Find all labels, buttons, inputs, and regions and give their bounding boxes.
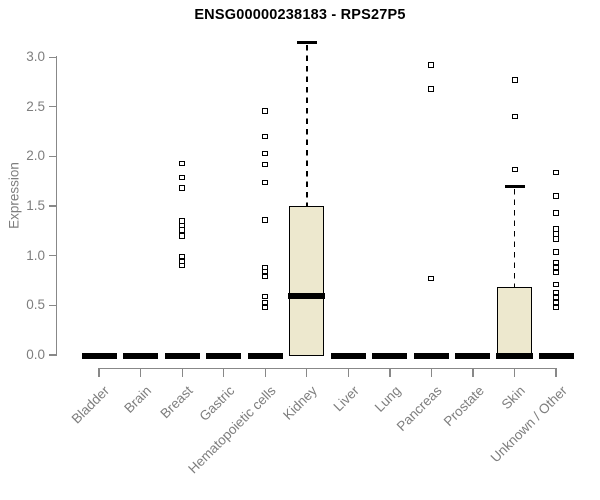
outlier-point bbox=[262, 179, 269, 186]
flat-box-8 bbox=[413, 352, 449, 359]
y-tick bbox=[49, 255, 57, 257]
whisker-line-10 bbox=[513, 188, 516, 288]
y-tick bbox=[49, 155, 57, 158]
x-tick bbox=[98, 368, 100, 377]
x-tick-label-2: Breast bbox=[157, 383, 196, 422]
flat-box-2 bbox=[164, 352, 200, 359]
y-tick-label: 2.5 bbox=[26, 98, 45, 114]
y-axis-label: Expression bbox=[6, 162, 22, 229]
outlier-point bbox=[428, 62, 435, 68]
median-line-5 bbox=[288, 293, 326, 300]
outlier-point bbox=[553, 193, 560, 199]
box-10 bbox=[497, 287, 532, 356]
outlier-point bbox=[262, 273, 269, 280]
median-line-10 bbox=[496, 352, 533, 359]
outlier-point bbox=[428, 86, 435, 92]
y-tick-label: 3.0 bbox=[26, 49, 45, 65]
x-tick-label-5: Kidney bbox=[280, 383, 321, 423]
flat-box-1 bbox=[123, 352, 159, 359]
x-tick bbox=[306, 368, 308, 377]
outlier-point bbox=[179, 160, 186, 167]
outlier-point bbox=[553, 249, 560, 255]
y-tick bbox=[49, 106, 57, 108]
outlier-point bbox=[511, 77, 518, 83]
outlier-point bbox=[553, 304, 560, 311]
outlier-point bbox=[262, 133, 269, 140]
outlier-point bbox=[262, 150, 269, 157]
outlier-point bbox=[262, 304, 269, 311]
outlier-point bbox=[262, 217, 269, 223]
x-axis-line bbox=[98, 368, 557, 370]
outlier-point bbox=[511, 166, 518, 173]
y-tick bbox=[49, 56, 57, 58]
whisker-cap-10 bbox=[504, 184, 525, 188]
x-tick bbox=[223, 368, 225, 377]
y-tick bbox=[49, 354, 57, 356]
y-tick-label: 1.0 bbox=[26, 247, 45, 263]
x-tick-label-7: Lung bbox=[371, 383, 404, 415]
outlier-point bbox=[553, 269, 560, 276]
flat-box-4 bbox=[247, 352, 283, 359]
chart-title: ENSG00000238183 - RPS27P5 bbox=[194, 7, 406, 23]
x-tick-label-3: Gastric bbox=[196, 383, 238, 424]
outlier-point bbox=[179, 185, 186, 191]
x-tick bbox=[347, 368, 349, 377]
flat-box-0 bbox=[81, 352, 117, 359]
y-tick bbox=[49, 304, 57, 307]
outlier-point bbox=[553, 281, 560, 288]
x-tick-label-10: Skin bbox=[498, 383, 529, 413]
outlier-point bbox=[428, 275, 435, 282]
whisker-cap-5 bbox=[296, 41, 317, 44]
flat-box-11 bbox=[538, 352, 574, 359]
outlier-point bbox=[262, 108, 269, 114]
box-5 bbox=[289, 206, 325, 356]
outlier-point bbox=[179, 233, 186, 239]
x-tick bbox=[472, 368, 474, 377]
flat-box-7 bbox=[372, 352, 408, 359]
x-tick-label-8: Pancreas bbox=[394, 383, 446, 434]
x-tick-label-0: Bladder bbox=[69, 383, 113, 427]
flat-box-3 bbox=[206, 352, 242, 359]
x-tick bbox=[513, 368, 516, 377]
x-tick-label-6: Liver bbox=[330, 383, 362, 415]
outlier-point bbox=[179, 262, 186, 269]
outlier-point bbox=[511, 113, 518, 120]
x-tick-label-9: Prostate bbox=[440, 383, 487, 430]
y-tick-label: 0.0 bbox=[26, 347, 45, 362]
y-tick-label: 2.0 bbox=[26, 148, 45, 164]
x-tick bbox=[430, 368, 433, 377]
whisker-line-5 bbox=[305, 44, 308, 207]
x-tick bbox=[139, 368, 142, 377]
x-tick-label-1: Brain bbox=[121, 383, 155, 416]
x-tick bbox=[555, 368, 557, 377]
x-tick bbox=[264, 368, 266, 377]
outlier-point bbox=[179, 174, 186, 181]
outlier-point bbox=[179, 227, 186, 233]
y-tick-label: 0.5 bbox=[26, 297, 45, 313]
outlier-point bbox=[553, 169, 560, 176]
x-tick-label-11: Unknown / Other bbox=[487, 383, 570, 466]
x-tick bbox=[181, 368, 183, 377]
flat-box-9 bbox=[455, 352, 491, 359]
outlier-point bbox=[262, 161, 269, 168]
flat-box-6 bbox=[330, 352, 366, 359]
outlier-point bbox=[553, 236, 560, 242]
outlier-point bbox=[553, 210, 560, 216]
x-tick bbox=[389, 368, 391, 377]
outlier-point bbox=[262, 293, 269, 300]
y-tick-label: 1.5 bbox=[26, 198, 45, 214]
y-tick bbox=[49, 205, 57, 207]
